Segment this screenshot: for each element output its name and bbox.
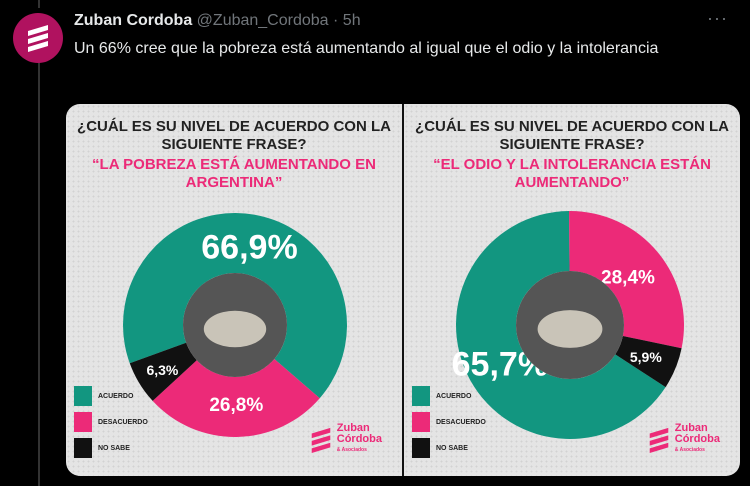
- zuban-logo-icon: [649, 427, 669, 453]
- legend-swatch: [74, 412, 92, 432]
- slice-acuerdo: [123, 213, 348, 399]
- donut-chart: 65,7%28,4%5,9%: [452, 211, 684, 439]
- zuban-cordoba-logo: Zuban Córdoba & Asociados: [646, 423, 720, 456]
- legend-label: DESACUERDO: [98, 418, 148, 426]
- chart-subtitle: “EL ODIO Y LA INTOLERANCIA ESTÁN AUMENTA…: [433, 156, 711, 191]
- legend-swatch: [74, 438, 92, 458]
- logo-text: Zuban: [336, 422, 370, 434]
- slice-acuerdo: [456, 211, 666, 439]
- more-options-icon[interactable]: ···: [707, 8, 728, 28]
- data-label-desacuerdo: 26,8%: [209, 395, 263, 416]
- chart-subtitle: “LA POBREZA ESTÁ AUMENTANDO EN ARGENTINA…: [92, 156, 376, 191]
- tweet-image[interactable]: ¿CUÁL ES SU NIVEL DE ACUERDO CON LA SIGU…: [66, 104, 740, 476]
- data-label-no-sabe: 5,9%: [630, 349, 662, 365]
- zuban-cordoba-logo: Zuban Córdoba & Asociados: [308, 423, 382, 456]
- legend-item-acuerdo: ACUERDO: [74, 384, 148, 408]
- data-label-no-sabe: 6,3%: [146, 362, 178, 378]
- chart-panel-pobreza: ¿CUÁL ES SU NIVEL DE ACUERDO CON LA SIGU…: [66, 104, 402, 476]
- legend-swatch: [74, 386, 92, 406]
- photo-bowl: [537, 310, 603, 348]
- legend-label: DESACUERDO: [436, 418, 486, 426]
- slice-no-sabe: [615, 336, 682, 388]
- chart-title: ¿CUÁL ES SU NIVEL DE ACUERDO CON LA SIGU…: [415, 118, 729, 153]
- legend-label: ACUERDO: [436, 392, 472, 400]
- legend-item-desacuerdo: DESACUERDO: [74, 410, 148, 434]
- zuban-logo-icon: [28, 25, 48, 52]
- thread-line: [38, 56, 40, 486]
- logo-text: & Asociados: [674, 447, 705, 453]
- tweet-header: Zuban Cordoba @Zuban_Cordoba · 5h: [74, 12, 361, 30]
- legend: ACUERDO DESACUERDO NO SABE: [74, 384, 148, 462]
- chart-title: ¿CUÁL ES SU NIVEL DE ACUERDO CON LA SIGU…: [77, 118, 391, 153]
- legend: ACUERDO DESACUERDO NO SABE: [412, 384, 486, 462]
- logo-text: Zuban: [674, 422, 708, 434]
- author-handle[interactable]: @Zuban_Cordoba: [196, 12, 329, 29]
- slice-desacuerdo: [569, 211, 684, 349]
- avatar[interactable]: [13, 13, 63, 63]
- timestamp[interactable]: · 5h: [333, 12, 361, 29]
- chart-panel-odio: ¿CUÁL ES SU NIVEL DE ACUERDO CON LA SIGU…: [404, 104, 740, 476]
- legend-swatch: [412, 386, 430, 406]
- legend-label: NO SABE: [98, 444, 130, 452]
- legend-item-acuerdo: ACUERDO: [412, 384, 486, 408]
- logo-text: & Asociados: [336, 447, 367, 453]
- logo-text: Córdoba: [674, 433, 720, 445]
- legend-label: ACUERDO: [98, 392, 134, 400]
- slice-no-sabe: [129, 342, 197, 401]
- legend-label: NO SABE: [436, 444, 468, 452]
- photo-bowl: [203, 310, 267, 348]
- donut-chart: 66,9% 26,8% 6,3%: [123, 213, 348, 438]
- slice-desacuerdo: [152, 359, 320, 438]
- legend-item-desacuerdo: DESACUERDO: [412, 410, 486, 434]
- thread-line: [38, 0, 40, 8]
- legend-item-no-sabe: NO SABE: [412, 436, 486, 460]
- zuban-logo-icon: [311, 427, 331, 453]
- data-label-acuerdo: 66,9%: [201, 228, 297, 266]
- legend-swatch: [412, 438, 430, 458]
- legend-swatch: [412, 412, 430, 432]
- author-name[interactable]: Zuban Cordoba: [74, 12, 193, 29]
- legend-item-no-sabe: NO SABE: [74, 436, 148, 460]
- data-label-desacuerdo: 28,4%: [601, 267, 655, 288]
- logo-text: Córdoba: [336, 433, 382, 445]
- tweet-text: Un 66% cree que la pobreza está aumentan…: [74, 40, 659, 57]
